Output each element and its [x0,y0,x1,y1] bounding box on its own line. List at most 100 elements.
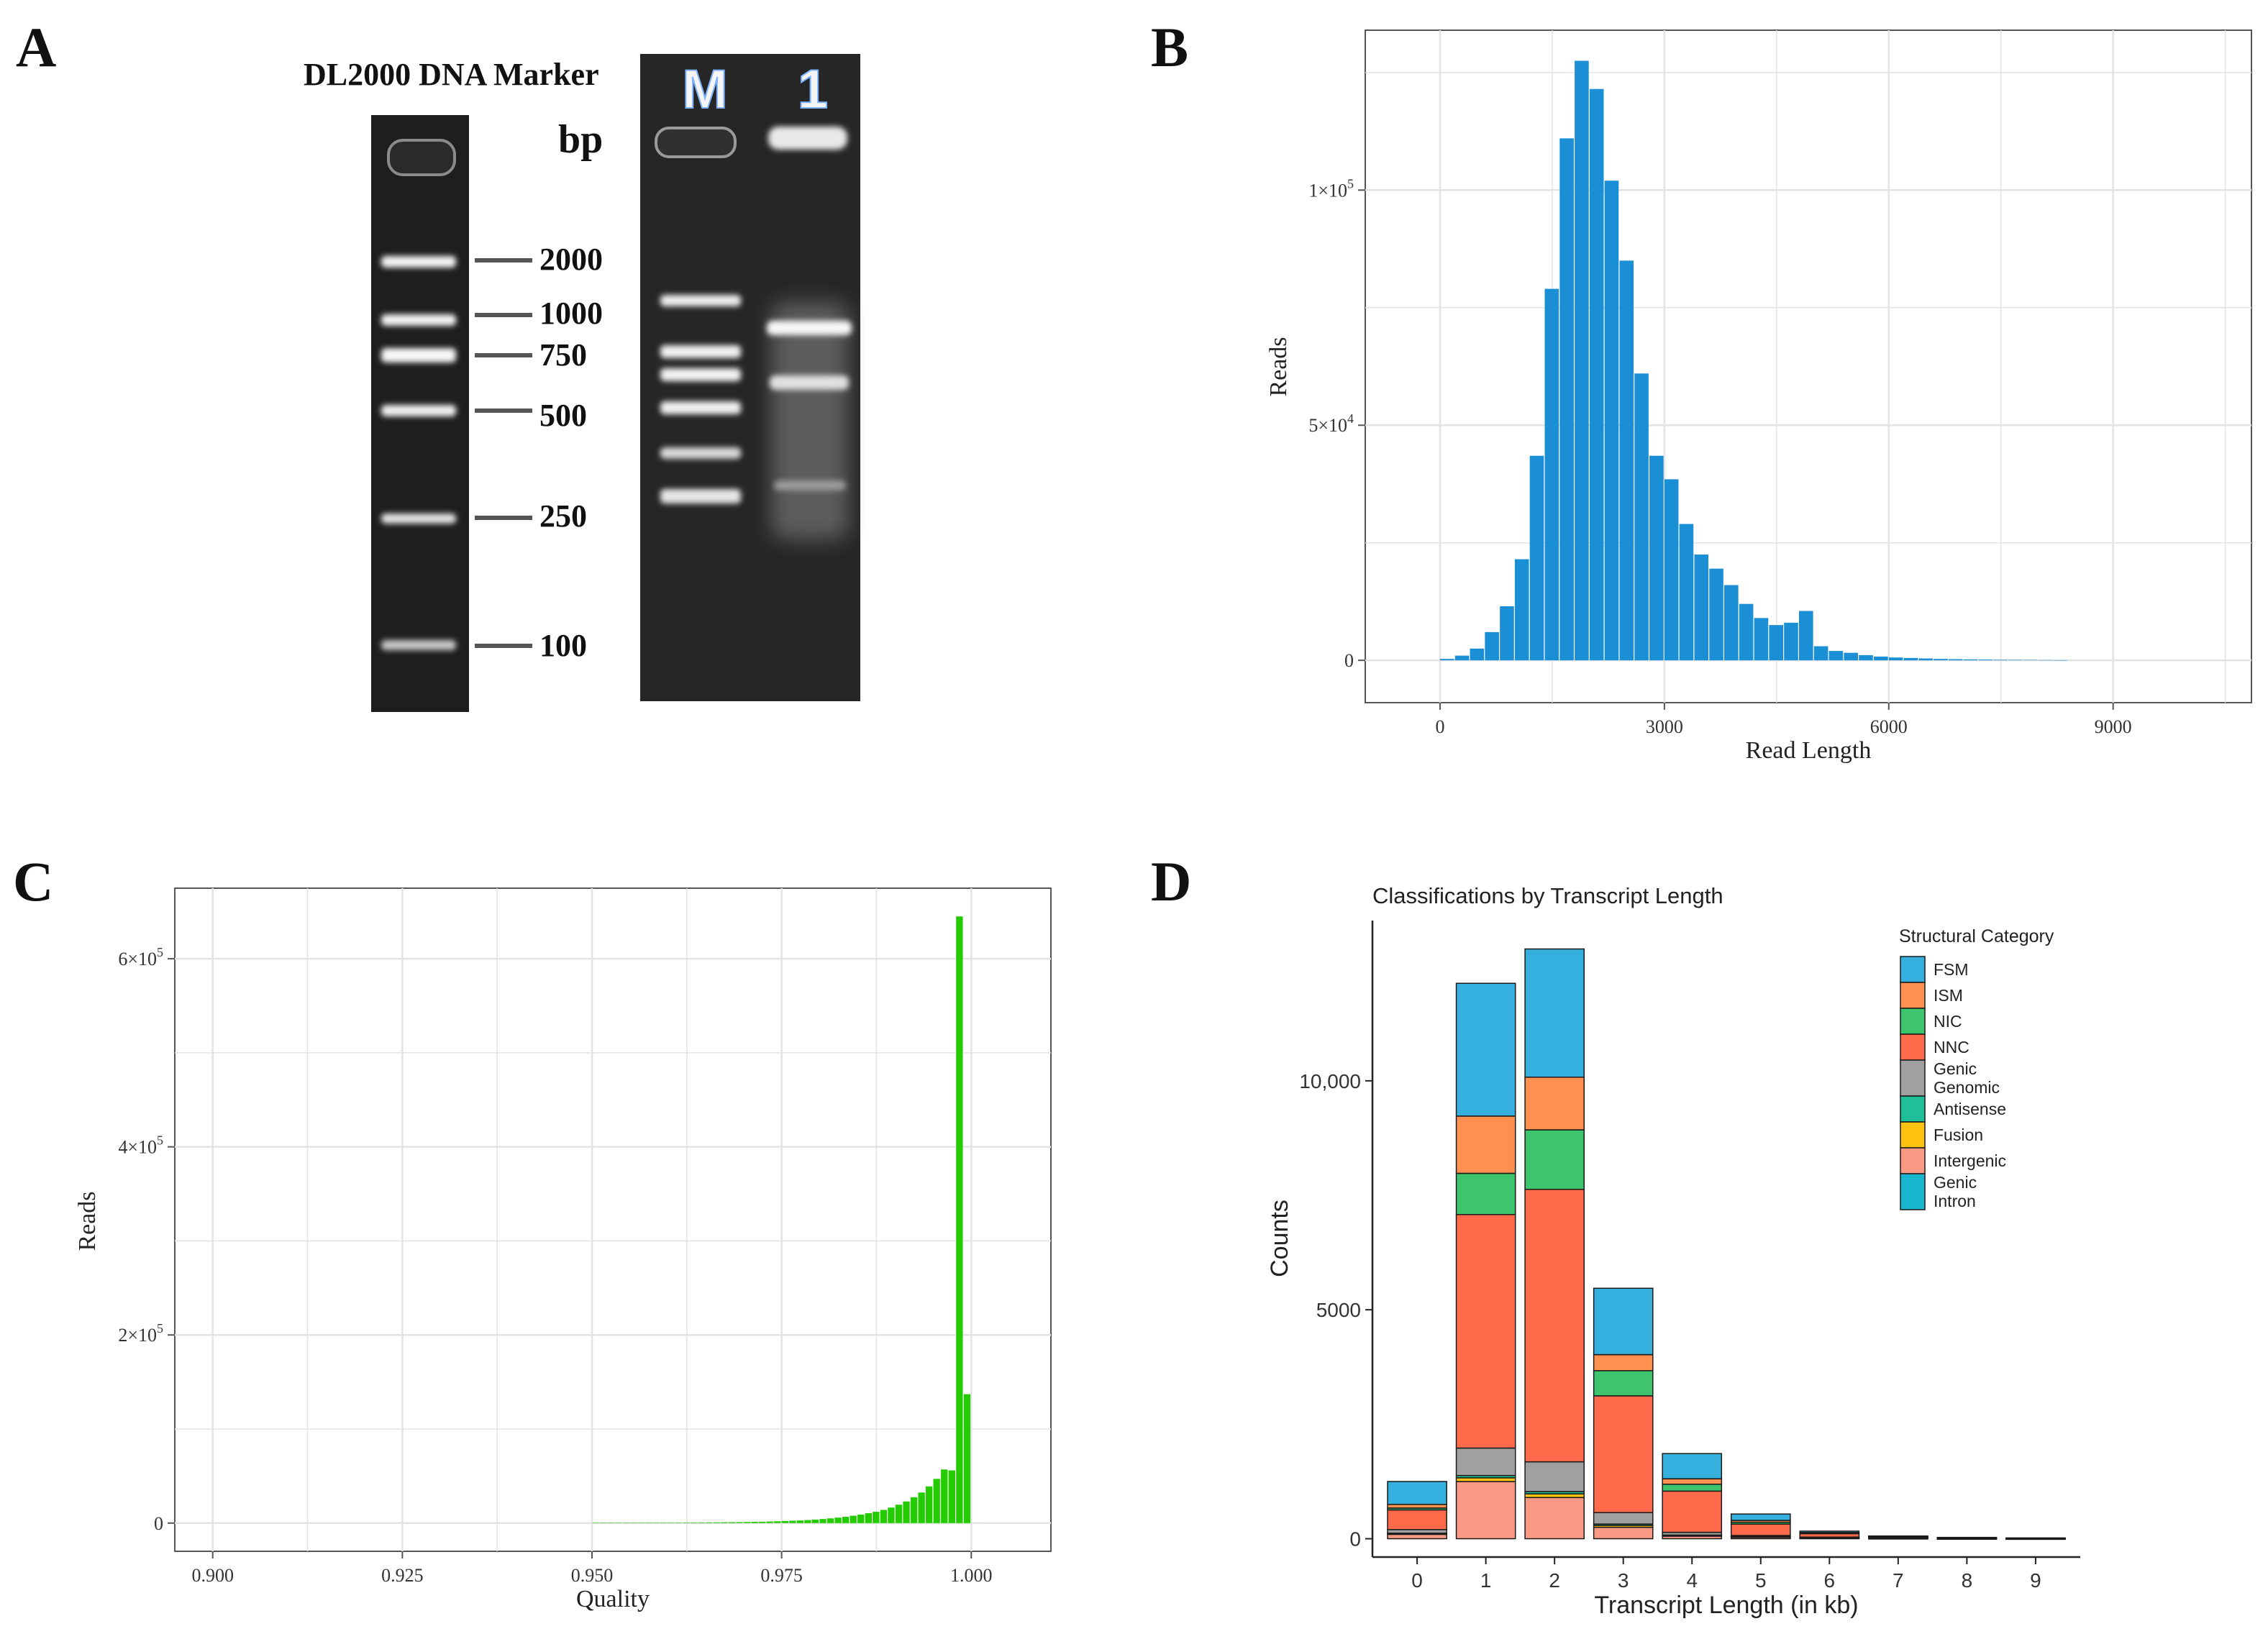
histogram-bar [811,1519,819,1523]
x-tick-label: 2 [1549,1569,1560,1592]
histogram-bar [1559,138,1574,661]
size-label-250: 250 [539,498,587,534]
histogram-bar [941,1469,948,1523]
stacked-chart-x-ticks: 0 1 2 3 4 5 6 7 8 9 [1411,1557,2041,1592]
histogram-bar [857,1514,865,1523]
stacked-segment-genic-genomic [1455,1447,1516,1476]
legend-swatch-intergenic [1900,1147,1926,1174]
histogram-bar [1709,568,1723,661]
stacked-segment-nic [1524,1129,1585,1190]
histogram-bar [1575,60,1589,661]
legend-label: Antisense [1934,1100,2006,1118]
histogram-bar [1634,373,1649,661]
histogram-bar [956,916,963,1523]
legend-label: Genic Intron [1934,1173,1977,1210]
stacked-segment-ism [1387,1504,1447,1509]
histogram-bar [1844,652,1858,661]
histogram-b-y-label: Reads [1265,337,1292,396]
histogram-bar [1529,455,1544,661]
histogram-bar [826,1518,834,1523]
histogram-bar [2053,659,2068,661]
sample-band [774,480,846,490]
stacked-segment-intergenic [1593,1526,1654,1540]
y-tick-label: 6×105 [118,945,163,969]
histogram-c-bars [592,916,971,1524]
histogram-bar [743,1522,751,1523]
histogram-bar [1873,656,1888,661]
x-tick-label: 4 [1686,1569,1698,1592]
y-tick-label: 0 [154,1513,163,1534]
sample-band [770,375,849,390]
histogram-bar [1724,585,1739,661]
histogram-bar [1694,554,1709,661]
histogram-bar [1454,655,1470,661]
histogram-bar [1514,559,1529,661]
size-label-2000: 2000 [539,242,603,277]
histogram-c-y-ticks: 0 2×105 4×105 6×105 [118,945,175,1534]
stacked-segment-ism [1593,1354,1654,1371]
histogram-c-plot-area [174,887,1052,1552]
stacked-chart-x-label: Transcript Length (in kb) [1594,1592,1858,1619]
sample-band [767,321,852,335]
stacked-segment-nnc [1387,1509,1447,1530]
legend-swatch-nnc [1900,1033,1926,1061]
marker-title: DL2000 DNA Marker [304,57,599,92]
histogram-bar [926,1486,933,1523]
histogram-bar [796,1520,804,1523]
ladder-band [660,447,741,459]
legend-label: NNC [1934,1038,1969,1056]
histogram-bar [1664,479,1679,661]
histogram-bar [1799,611,1813,661]
histogram-bar [2008,659,2023,661]
legend-swatch-antisense [1900,1095,1926,1123]
histogram-bar [895,1505,903,1523]
stacked-segment-fsm [1799,1530,1860,1533]
stacked-segment-nic [1593,1370,1654,1397]
legend-label: FSM [1934,960,1969,979]
ladder-band [660,401,741,414]
x-tick-label: 7 [1893,1569,1904,1592]
marker-band-750 [381,348,456,362]
y-tick-exponent: 5 [157,945,163,959]
stacked-segment-fsm [1387,1481,1447,1505]
y-tick-label: 1×105 [1308,176,1354,201]
histogram-bar [759,1521,766,1523]
legend-label: NIC [1934,1012,1962,1031]
legend-swatch-fsm [1900,956,1926,983]
y-tick-label: 2×105 [118,1321,163,1346]
histogram-bar [1589,88,1604,661]
marker-well [387,139,456,176]
x-tick-label: 0.975 [760,1565,803,1586]
x-tick-label: 6 [1824,1569,1836,1592]
stacked-chart-bars [1387,948,2066,1541]
stacked-segment-genic-genomic [1524,1461,1585,1492]
stacked-segment-fsm [1868,1535,1928,1538]
panel-d-letter: D [1151,850,1191,913]
histogram-bar [789,1520,796,1523]
histogram-bar [1828,651,1844,661]
histogram-bar [1544,288,1559,661]
histogram-bar [1948,659,1963,661]
well-lane-m [655,127,737,158]
stacked-segment-genic-genomic [1387,1529,1447,1534]
stacked-segment-intergenic [1455,1481,1516,1540]
legend-label: Fusion [1934,1126,1983,1144]
stacked-chart-title: Classifications by Transcript Length [1372,883,1723,908]
histogram-bar [1769,625,1784,661]
panel-c-letter: C [13,850,53,913]
stacked-chart-axes [1371,921,2080,1558]
histogram-b-plot-area [1365,29,2252,703]
histogram-bar [1813,646,1828,661]
y-tick-exponent: 5 [1347,176,1354,191]
ladder-band [660,489,741,503]
histogram-bar [933,1479,940,1523]
legend-swatch-nic [1900,1008,1926,1035]
x-tick-label: 3000 [1646,716,1683,737]
legend-swatch-fusion [1900,1121,1926,1149]
histogram-c-grid [175,888,1051,1551]
legend-swatch-genic-genomic [1900,1059,1926,1097]
stacked-segment-fsm [1524,948,1585,1078]
histogram-bar [880,1510,888,1523]
